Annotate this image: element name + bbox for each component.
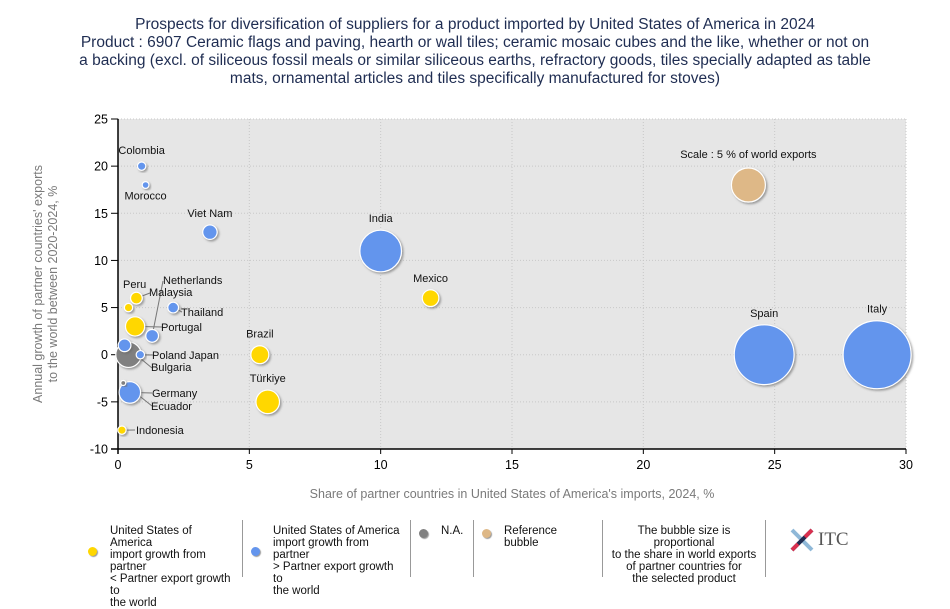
- legend-text: the world: [110, 597, 234, 609]
- bubble-label: Ecuador: [151, 401, 192, 413]
- x-tick-label: 25: [768, 458, 782, 472]
- y-tick-label: 15: [94, 207, 108, 221]
- bubble-label: Viet Nam: [187, 208, 232, 220]
- legend-text: N.A.: [441, 525, 465, 537]
- bubble-label: Portugal: [161, 322, 202, 334]
- legend-text: import growth from partner: [273, 537, 402, 561]
- bubble-label: Türkiye: [250, 373, 286, 385]
- yellow-dot-icon: [88, 547, 97, 556]
- bubble-label: Germany: [152, 388, 198, 400]
- y-axis-label-line-1: Annual growth of partner countries' expo…: [31, 165, 45, 403]
- grey-dot-icon: [419, 529, 428, 538]
- x-tick-label: 5: [246, 458, 253, 472]
- bubble-label: Morocco: [124, 190, 166, 202]
- y-tick-label: -10: [90, 443, 108, 457]
- bubble-chart: 0 5 10 15 20 25 30 -10 -5 0 5 10 15 20 25 Colombia Moro…: [0, 0, 950, 515]
- itc-logo-text: ITC: [818, 529, 849, 551]
- reference-dot-icon: [482, 529, 491, 538]
- bubble-peru: [124, 303, 132, 311]
- x-tick-label: 10: [374, 458, 388, 472]
- x-tick-label: 20: [636, 458, 650, 472]
- y-tick-label: 10: [94, 254, 108, 268]
- bubble-label: Thailand: [181, 307, 223, 319]
- itc-logo: ITC: [789, 527, 849, 553]
- legend-note: The bubble size is proportional to the s…: [603, 520, 766, 577]
- bubble-label: Spain: [750, 308, 778, 320]
- blue-dot-icon: [251, 547, 260, 556]
- legend-text: United States of America: [273, 525, 402, 537]
- reference-bubble-label: Scale : 5 % of world exports: [680, 149, 817, 161]
- bubble-label: Mexico: [413, 273, 448, 285]
- y-tick-label: 0: [101, 348, 108, 362]
- y-tick-label: 25: [94, 113, 108, 127]
- y-tick-label: -5: [97, 395, 108, 409]
- bubble-brazil: [251, 346, 269, 364]
- reference-bubble: [731, 168, 765, 202]
- legend-text: United States of America: [110, 525, 234, 549]
- bubble-netherlands: [146, 329, 159, 342]
- bubble-label: Peru: [123, 279, 146, 291]
- bubble-spain: [734, 325, 794, 385]
- bubble-label: Bulgaria: [151, 362, 192, 374]
- bubble-colombia: [137, 162, 145, 170]
- note-text: the selected product: [611, 573, 757, 585]
- legend-text: the world: [273, 585, 402, 597]
- bubble-thailand: [168, 302, 179, 313]
- bubble-morocco: [142, 182, 149, 189]
- bubble-label: Colombia: [118, 145, 165, 157]
- note-text: to the share in world exports: [611, 549, 757, 561]
- note-text: of partner countries for: [611, 561, 757, 573]
- legend: United States of America import growth f…: [80, 520, 766, 582]
- legend-text: import growth from partner: [110, 549, 234, 573]
- y-tick-label: 20: [94, 160, 108, 174]
- note-text: The bubble size is proportional: [611, 525, 757, 549]
- legend-item-reference: Reference bubble: [474, 520, 603, 577]
- legend-item-na: N.A.: [411, 520, 474, 577]
- bubble-label: India: [369, 213, 394, 225]
- bubble-india: [360, 230, 402, 272]
- y-tick-label: 5: [101, 301, 108, 315]
- bubble-label: Brazil: [246, 329, 274, 341]
- bubble-bulgaria: [118, 339, 131, 352]
- legend-text: > Partner export growth to: [273, 561, 402, 585]
- bubble-label: Indonesia: [136, 425, 185, 437]
- bubble-portugal: [125, 317, 144, 336]
- bubble-label: Poland: [152, 350, 186, 362]
- bubble-label: Japan: [189, 350, 219, 362]
- bubble-label: Italy: [867, 304, 888, 316]
- bubble-malaysia: [130, 292, 142, 304]
- legend-item-yellow: United States of America import growth f…: [80, 520, 243, 577]
- bubble-indonesia: [118, 426, 126, 434]
- y-axis-label-line-2: to the world between 2020-2024, %: [46, 186, 60, 383]
- x-axis-label: Share of partner countries in United Sta…: [310, 487, 715, 501]
- x-tick-label: 0: [115, 458, 122, 472]
- bubble-viet-nam: [203, 225, 217, 239]
- itc-logo-icon: [789, 527, 815, 553]
- x-tick-label: 15: [505, 458, 519, 472]
- bubble-mexico: [422, 290, 439, 307]
- bubble-label: Netherlands: [163, 275, 223, 287]
- bubble-italy: [843, 321, 911, 389]
- x-tick-label: 30: [899, 458, 913, 472]
- bubble-label: Malaysia: [149, 287, 193, 299]
- legend-item-blue: United States of America import growth f…: [243, 520, 411, 577]
- bubble-türkiye: [256, 390, 280, 414]
- bubble-japan: [136, 351, 144, 359]
- bubble-ecuador: [121, 381, 126, 386]
- legend-text: Reference bubble: [504, 525, 594, 549]
- legend-text: < Partner export growth to: [110, 573, 234, 597]
